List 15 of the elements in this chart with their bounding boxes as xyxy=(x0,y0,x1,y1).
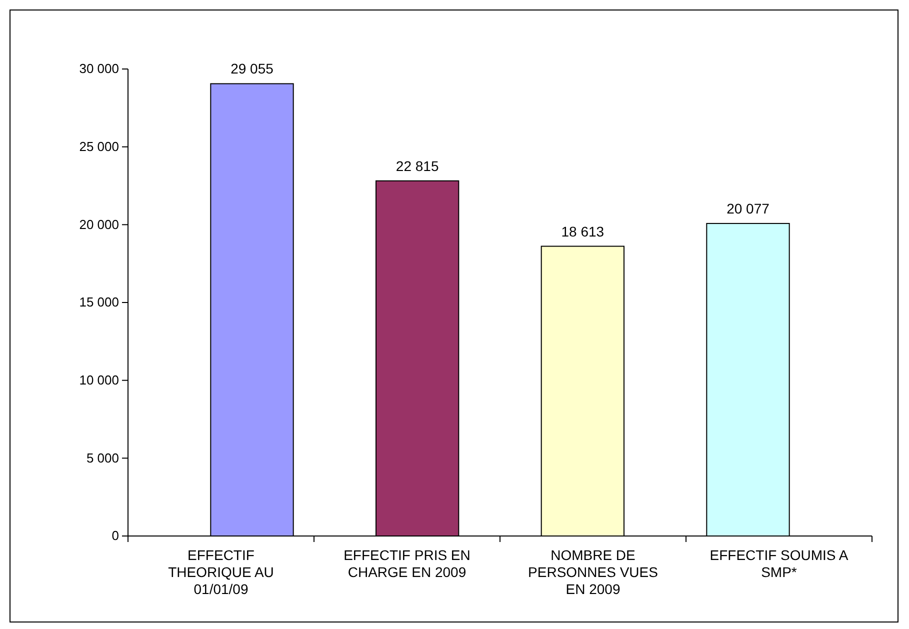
y-tick-label: 10 000 xyxy=(79,372,119,388)
x-tick-label: EFFECTIF PRIS EN CHARGE EN 2009 xyxy=(344,547,470,580)
x-tick-label: EFFECTIF SOUMIS A SMP* xyxy=(710,547,849,580)
y-tick-label: 30 000 xyxy=(79,61,119,76)
y-tick-label: 20 000 xyxy=(79,216,119,232)
y-tick-label: 25 000 xyxy=(79,138,119,154)
y-tick-label: 5 000 xyxy=(86,450,119,466)
y-tick-label: 15 000 xyxy=(79,294,119,310)
data-label: 20 077 xyxy=(726,200,770,216)
data-label: 29 055 xyxy=(230,60,274,77)
x-tick-label: EFFECTIF THEORIQUE AU 01/01/09 xyxy=(168,547,274,597)
x-tick-label: NOMBRE DE PERSONNES VUES EN 2009 xyxy=(528,547,658,597)
data-label: 18 613 xyxy=(561,223,604,240)
y-tick-label: 0 xyxy=(112,528,119,544)
data-label: 22 815 xyxy=(396,158,439,174)
